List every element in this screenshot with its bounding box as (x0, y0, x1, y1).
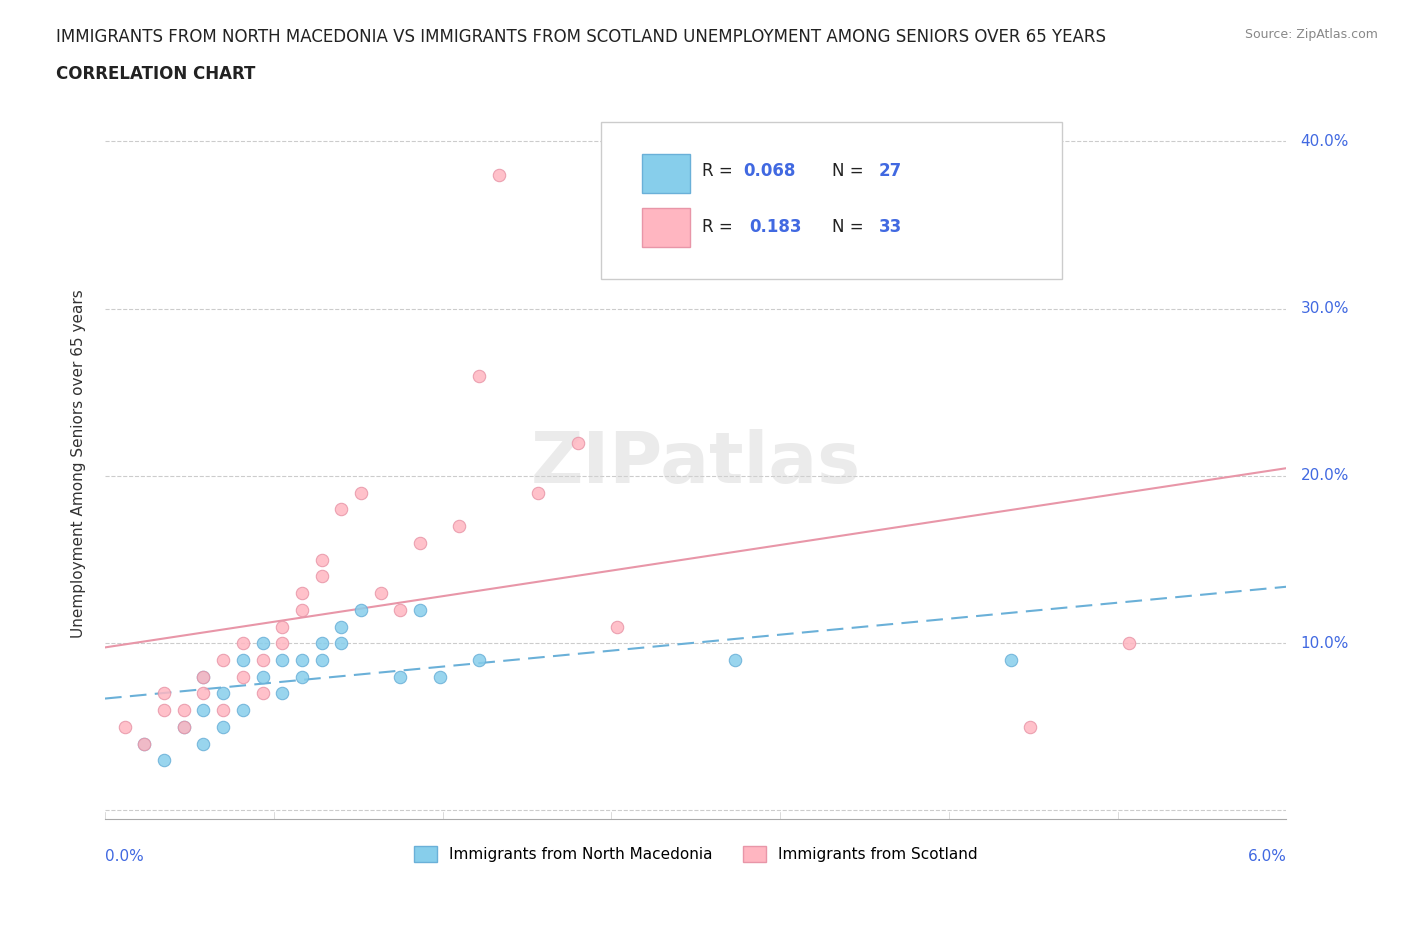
Text: R =: R = (702, 218, 742, 235)
Point (114, 720, 136, 735)
Point (409, 603, 432, 618)
Point (291, 670, 314, 684)
Point (311, 653, 333, 668)
Point (311, 569, 333, 584)
Text: CORRELATION CHART: CORRELATION CHART (56, 65, 256, 83)
Point (252, 686, 274, 701)
Point (173, 720, 195, 735)
Point (153, 753, 176, 768)
Point (193, 686, 215, 701)
Point (193, 703, 215, 718)
Point (212, 703, 235, 718)
Y-axis label: Unemployment Among Seniors over 65 years: Unemployment Among Seniors over 65 years (72, 289, 86, 638)
Point (527, 485, 550, 500)
Point (291, 603, 314, 618)
Point (271, 686, 294, 701)
Point (311, 552, 333, 567)
Point (271, 653, 294, 668)
Point (134, 737, 156, 751)
Point (212, 720, 235, 735)
Point (1000, 653, 1022, 668)
Point (330, 636, 353, 651)
Point (252, 636, 274, 651)
Point (330, 619, 353, 634)
Point (468, 653, 491, 668)
Point (291, 653, 314, 668)
Text: 0.0%: 0.0% (105, 849, 143, 864)
Legend: Immigrants from North Macedonia, Immigrants from Scotland: Immigrants from North Macedonia, Immigra… (408, 840, 984, 868)
Text: Source: ZipAtlas.com: Source: ZipAtlas.com (1244, 28, 1378, 41)
FancyBboxPatch shape (643, 154, 690, 193)
Point (271, 636, 294, 651)
Point (173, 703, 195, 718)
Point (429, 670, 451, 684)
Point (252, 653, 274, 668)
Point (252, 670, 274, 684)
Text: ZIPatlas: ZIPatlas (530, 429, 860, 498)
Point (488, 167, 510, 182)
Point (606, 619, 628, 634)
Text: 6.0%: 6.0% (1247, 849, 1286, 864)
Point (1118, 636, 1140, 651)
Text: 40.0%: 40.0% (1301, 134, 1348, 149)
Point (291, 586, 314, 601)
Text: 20.0%: 20.0% (1301, 469, 1348, 484)
FancyBboxPatch shape (643, 207, 690, 246)
Point (153, 703, 176, 718)
Text: N =: N = (831, 218, 869, 235)
Point (389, 670, 412, 684)
Point (153, 686, 176, 701)
FancyBboxPatch shape (602, 122, 1062, 279)
Point (350, 603, 373, 618)
Point (212, 686, 235, 701)
Point (567, 435, 589, 450)
Text: 27: 27 (879, 162, 903, 179)
Text: 10.0%: 10.0% (1301, 636, 1348, 651)
Point (134, 737, 156, 751)
Point (173, 720, 195, 735)
Text: IMMIGRANTS FROM NORTH MACEDONIA VS IMMIGRANTS FROM SCOTLAND UNEMPLOYMENT AMONG S: IMMIGRANTS FROM NORTH MACEDONIA VS IMMIG… (56, 28, 1107, 46)
Point (193, 670, 215, 684)
Point (193, 670, 215, 684)
Point (330, 502, 353, 517)
Point (212, 653, 235, 668)
Point (350, 485, 373, 500)
Point (232, 703, 254, 718)
Text: 30.0%: 30.0% (1301, 301, 1348, 316)
Point (1019, 720, 1042, 735)
Point (232, 670, 254, 684)
Point (311, 636, 333, 651)
Point (468, 368, 491, 383)
Point (193, 737, 215, 751)
Point (449, 519, 471, 534)
Text: N =: N = (831, 162, 869, 179)
Point (389, 603, 412, 618)
Text: 0.183: 0.183 (749, 218, 801, 235)
Text: 33: 33 (879, 218, 903, 235)
Point (724, 653, 747, 668)
Point (409, 536, 432, 551)
Point (232, 636, 254, 651)
Text: 0.068: 0.068 (742, 162, 796, 179)
Text: R =: R = (702, 162, 738, 179)
Point (232, 653, 254, 668)
Point (370, 586, 392, 601)
Point (271, 619, 294, 634)
